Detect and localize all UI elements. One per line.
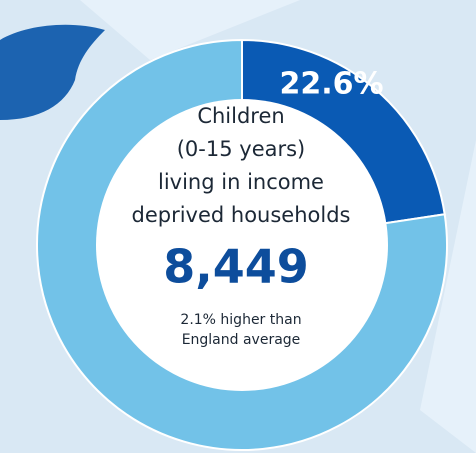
center-text: Children (197, 104, 284, 128)
center-value: 8,449 (163, 240, 309, 294)
center-text: (0-15 years) (177, 137, 306, 161)
donut-hole (96, 99, 388, 391)
note: 2.1% higher than (180, 312, 301, 328)
decor-blob (0, 24, 105, 120)
decor-shape (80, 0, 300, 60)
center-text: living in income (158, 170, 324, 194)
decor-shape (420, 140, 476, 453)
note: England average (182, 332, 301, 348)
segment-label: 22.6% (280, 66, 384, 101)
center-labels: Children (0-15 years) living in income depr… (132, 104, 351, 348)
center-text: deprived households (132, 203, 351, 227)
